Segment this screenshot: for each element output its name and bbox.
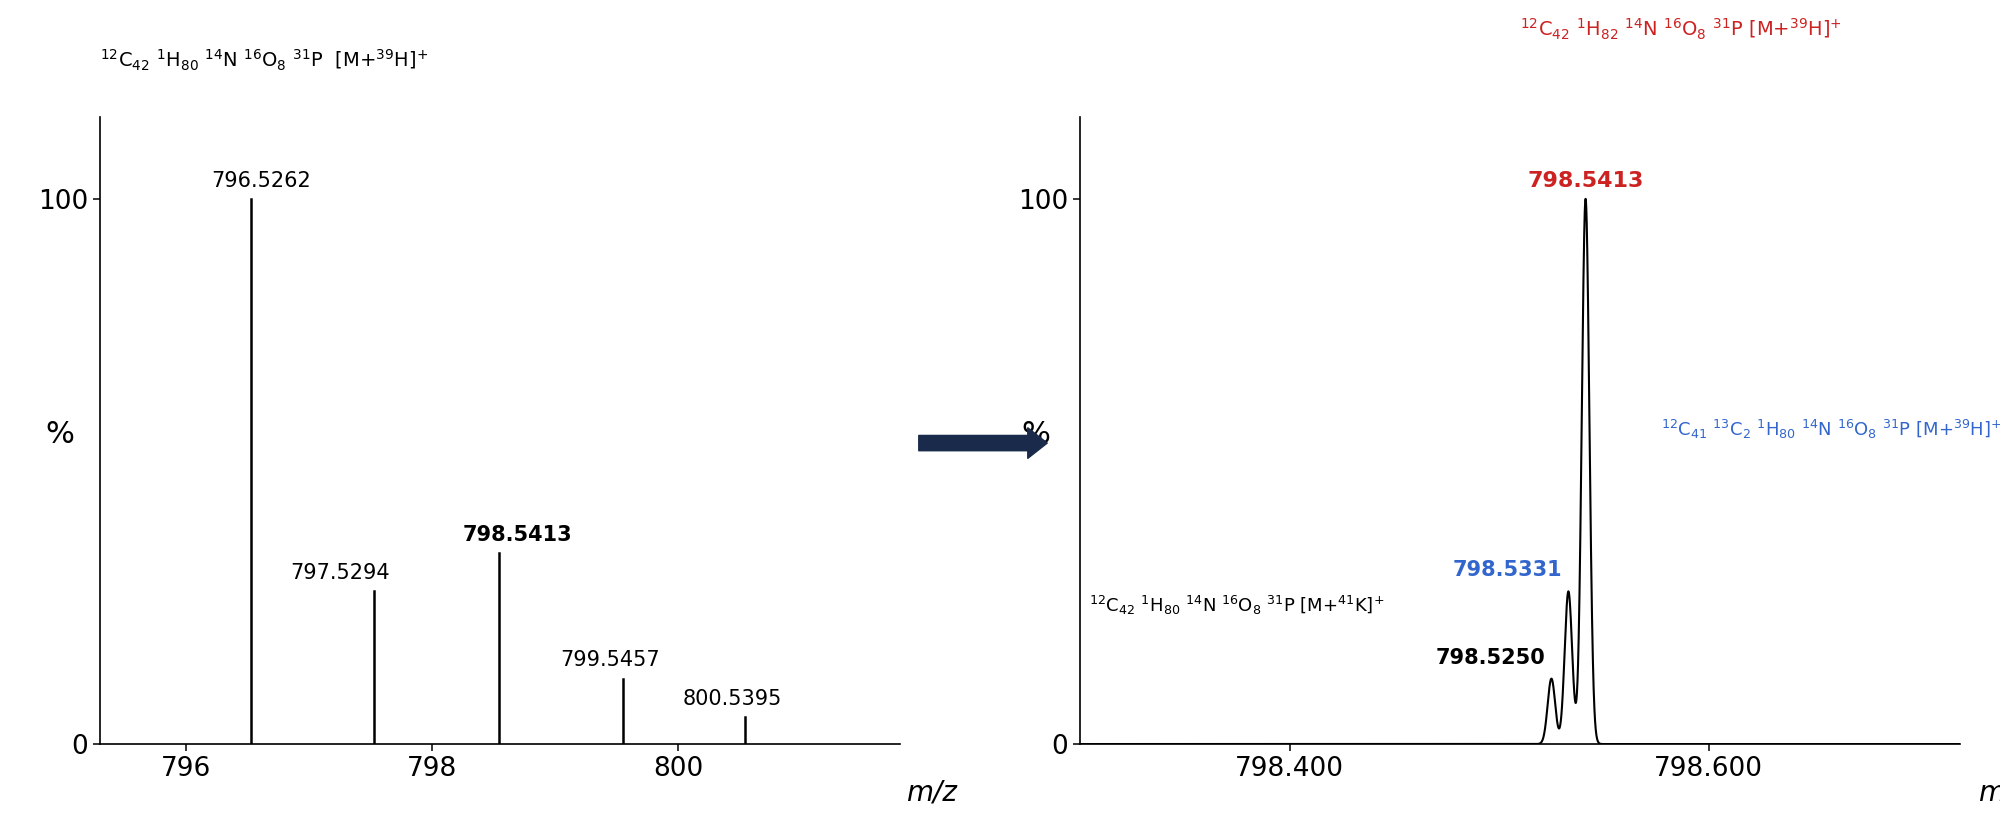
- X-axis label: m/z: m/z: [906, 778, 958, 807]
- Text: $^{12}$C$_{41}$ $^{13}$C$_{2}$ $^{1}$H$_{80}$ $^{14}$N $^{16}$O$_{8}$ $^{31}$P [: $^{12}$C$_{41}$ $^{13}$C$_{2}$ $^{1}$H$_…: [1660, 418, 2000, 441]
- Text: 800.5395: 800.5395: [682, 689, 782, 709]
- Text: $^{12}$C$_{42}$ $^{1}$H$_{80}$ $^{14}$N $^{16}$O$_{8}$ $^{31}$P [M+$^{41}$K]$^{+: $^{12}$C$_{42}$ $^{1}$H$_{80}$ $^{14}$N …: [1088, 594, 1384, 617]
- Text: 798.5413: 798.5413: [1528, 171, 1644, 191]
- Text: 799.5457: 799.5457: [560, 650, 660, 670]
- Text: $^{12}$C$_{42}$ $^{1}$H$_{82}$ $^{14}$N $^{16}$O$_{8}$ $^{31}$P [M+$^{39}$H]$^{+: $^{12}$C$_{42}$ $^{1}$H$_{82}$ $^{14}$N …: [1520, 17, 1842, 42]
- Text: 798.5413: 798.5413: [462, 525, 572, 545]
- Text: $^{12}$C$_{42}$ $^{1}$H$_{80}$ $^{14}$N $^{16}$O$_{8}$ $^{31}$P  [M+$^{39}$H]$^{: $^{12}$C$_{42}$ $^{1}$H$_{80}$ $^{14}$N …: [100, 48, 428, 74]
- Text: 797.5294: 797.5294: [290, 563, 390, 584]
- Text: 796.5262: 796.5262: [210, 171, 310, 191]
- X-axis label: m/z: m/z: [1978, 778, 2000, 807]
- Y-axis label: %: %: [1022, 421, 1050, 450]
- Y-axis label: %: %: [46, 421, 74, 450]
- Text: 798.5250: 798.5250: [1436, 648, 1546, 668]
- Text: 798.5331: 798.5331: [1452, 560, 1562, 580]
